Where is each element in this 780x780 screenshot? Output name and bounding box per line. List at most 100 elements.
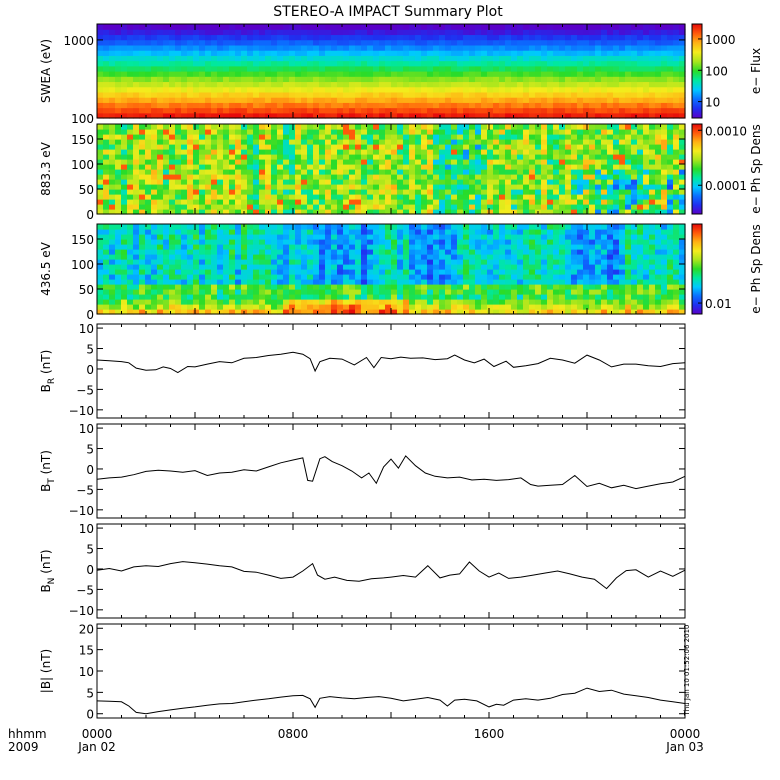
pad436-heatmap-cell bbox=[331, 234, 338, 240]
swea-heatmap-cell bbox=[673, 34, 680, 41]
pad883-heatmap-cell bbox=[343, 124, 350, 130]
pad436-heatmap-cell bbox=[505, 269, 512, 275]
pad436-heatmap-cell bbox=[427, 304, 434, 310]
pad436-heatmap-cell bbox=[193, 284, 200, 290]
swea-heatmap-cell bbox=[277, 102, 284, 109]
pad883-heatmap-cell bbox=[157, 139, 164, 145]
swea-heatmap-cell bbox=[655, 34, 662, 41]
swea-heatmap-cell bbox=[259, 55, 266, 62]
pad883-heatmap-cell bbox=[367, 149, 374, 155]
pad436-heatmap-cell bbox=[355, 229, 362, 235]
pad436-heatmap-cell bbox=[145, 309, 152, 315]
pad436-heatmap-cell bbox=[163, 244, 170, 250]
pad436-heatmap-cell bbox=[145, 239, 152, 245]
pad883-heatmap-cell bbox=[505, 134, 512, 140]
pad883-heatmap-cell bbox=[481, 159, 488, 165]
swea-heatmap-cell bbox=[157, 91, 164, 98]
swea-heatmap-cell bbox=[355, 102, 362, 109]
pad436-heatmap-cell bbox=[127, 274, 134, 280]
swea-heatmap-cell bbox=[133, 71, 140, 77]
swea-heatmap-cell bbox=[307, 55, 314, 62]
pad883-heatmap-cell bbox=[181, 139, 188, 145]
pad436-heatmap-cell bbox=[247, 239, 254, 245]
swea-heatmap-cell bbox=[529, 107, 536, 114]
pad883-heatmap-cell bbox=[577, 179, 584, 185]
pad883-heatmap-cell bbox=[403, 209, 410, 215]
swea-heatmap-cell bbox=[283, 34, 290, 41]
swea-heatmap-cell bbox=[451, 76, 458, 83]
pad883-heatmap-cell bbox=[433, 159, 440, 165]
swea-heatmap-cell bbox=[169, 65, 176, 72]
pad436-heatmap-cell bbox=[295, 264, 302, 270]
swea-heatmap-cell bbox=[541, 81, 548, 88]
pad883-heatmap-cell bbox=[295, 154, 302, 160]
swea-heatmap-cell bbox=[649, 50, 656, 56]
swea-heatmap-cell bbox=[217, 91, 224, 98]
pad436-heatmap-cell bbox=[205, 304, 212, 310]
pad436-heatmap-cell bbox=[487, 284, 494, 290]
swea-heatmap-cell bbox=[301, 29, 308, 36]
swea-heatmap-cell bbox=[331, 71, 338, 77]
swea-heatmap-cell bbox=[115, 102, 122, 109]
pad883-heatmap-cell bbox=[463, 174, 470, 180]
swea-heatmap-cell bbox=[295, 76, 302, 83]
pad883-heatmap-cell bbox=[217, 184, 224, 190]
pad883-heatmap-cell bbox=[253, 174, 260, 180]
swea-heatmap-cell bbox=[205, 97, 212, 103]
swea-heatmap-cell bbox=[475, 34, 482, 41]
swea-heatmap-cell bbox=[295, 60, 302, 67]
swea-heatmap-cell bbox=[577, 44, 584, 51]
swea-heatmap-cell bbox=[631, 86, 638, 93]
pad883-heatmap-cell bbox=[523, 184, 530, 190]
swea-heatmap-cell bbox=[577, 102, 584, 109]
pad883-heatmap-cell bbox=[451, 149, 458, 155]
pad883-heatmap-cell bbox=[163, 134, 170, 140]
swea-heatmap-cell bbox=[643, 55, 650, 62]
pad883-heatmap-cell bbox=[589, 159, 596, 165]
pad883-heatmap-cell bbox=[421, 154, 428, 160]
pad436-heatmap-cell bbox=[241, 259, 248, 265]
pad883-heatmap-cell bbox=[163, 174, 170, 180]
pad436-heatmap-cell bbox=[313, 284, 320, 290]
pad883-heatmap-cell bbox=[571, 204, 578, 210]
swea-heatmap-cell bbox=[145, 65, 152, 72]
pad883-heatmap-cell bbox=[577, 134, 584, 140]
swea-heatmap-cell bbox=[475, 39, 482, 46]
swea-heatmap-cell bbox=[127, 102, 134, 109]
pad883-heatmap-cell bbox=[457, 154, 464, 160]
pad883-heatmap-cell bbox=[223, 169, 230, 175]
pad883-heatmap-cell bbox=[523, 199, 530, 205]
pad883-heatmap-cell bbox=[679, 199, 686, 205]
swea-heatmap-cell bbox=[259, 29, 266, 36]
swea-heatmap-cell bbox=[499, 34, 506, 41]
pad436-heatmap-cell bbox=[529, 279, 536, 285]
pad883-heatmap-cell bbox=[643, 149, 650, 155]
pad436-heatmap-cell bbox=[229, 279, 236, 285]
pad436-heatmap-cell bbox=[115, 289, 122, 295]
pad883-heatmap-cell bbox=[307, 144, 314, 150]
swea-heatmap-cell bbox=[289, 107, 296, 114]
pad883-heatmap-cell bbox=[481, 139, 488, 145]
pad436-heatmap-cell bbox=[103, 259, 110, 265]
swea-heatmap-cell bbox=[493, 60, 500, 67]
pad436-heatmap-cell bbox=[121, 294, 128, 300]
pad883-heatmap-cell bbox=[349, 144, 356, 150]
pad883-heatmap-cell bbox=[385, 159, 392, 165]
pad436-heatmap-cell bbox=[355, 244, 362, 250]
pad883-heatmap-cell bbox=[457, 184, 464, 190]
swea-heatmap-cell bbox=[571, 112, 578, 119]
pad436-heatmap-cell bbox=[493, 309, 500, 315]
pad883-heatmap-cell bbox=[601, 179, 608, 185]
pad883-heatmap-cell bbox=[499, 164, 506, 170]
swea-heatmap-cell bbox=[193, 71, 200, 77]
pad436-heatmap-cell bbox=[493, 264, 500, 270]
swea-heatmap-cell bbox=[199, 34, 206, 41]
swea-heatmap-cell bbox=[577, 71, 584, 77]
pad883-heatmap-cell bbox=[277, 209, 284, 215]
swea-heatmap-cell bbox=[133, 65, 140, 72]
pad883-heatmap-cell bbox=[253, 139, 260, 145]
swea-heatmap-cell bbox=[613, 29, 620, 36]
swea-heatmap-cell bbox=[493, 97, 500, 103]
pad436-heatmap-cell bbox=[277, 304, 284, 310]
swea-heatmap-cell bbox=[517, 55, 524, 62]
